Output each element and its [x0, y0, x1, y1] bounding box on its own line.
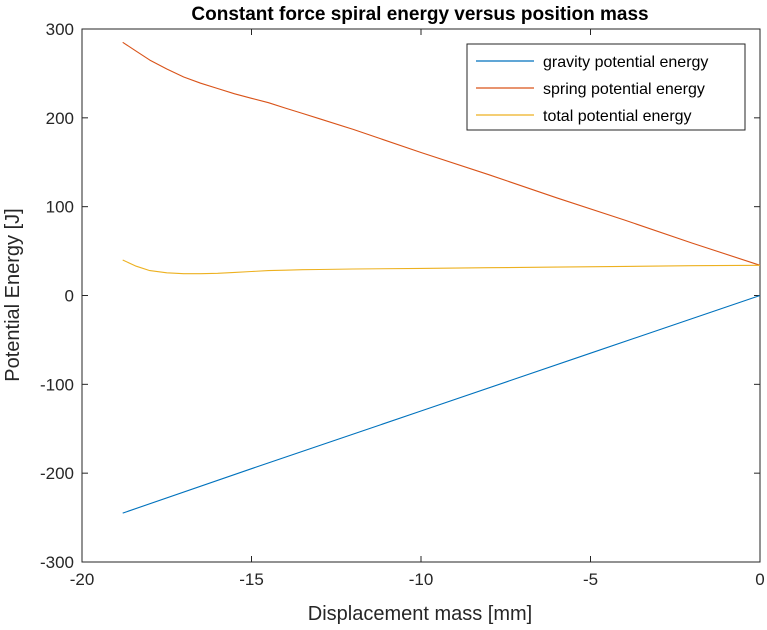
y-tick-label: -300 — [40, 553, 74, 572]
y-tick-label: 300 — [46, 20, 74, 39]
chart-title: Constant force spiral energy versus posi… — [191, 4, 648, 25]
series-line-3 — [122, 259, 761, 275]
series-line-1 — [122, 294, 761, 514]
x-tick-label: -10 — [409, 570, 434, 589]
x-axis-label: Displacement mass [mm] — [308, 603, 533, 625]
legend-label-3: total potential energy — [543, 108, 692, 125]
x-tick-label: -20 — [70, 570, 95, 589]
legend-label-2: spring potential energy — [543, 81, 705, 98]
y-tick-label: 0 — [65, 287, 74, 306]
legend-box — [466, 43, 746, 131]
y-tick-label: -200 — [40, 464, 74, 483]
y-tick-label: -100 — [40, 375, 74, 394]
x-tick-label: -5 — [583, 570, 598, 589]
legend: gravity potential energy spring potential… — [466, 43, 746, 131]
y-axis-label: Potential Energy [J] — [2, 208, 24, 381]
y-tick-label: 100 — [46, 198, 74, 217]
legend-label-1: gravity potential energy — [543, 54, 708, 71]
series-lines — [122, 41, 761, 514]
y-tick-label: 200 — [46, 109, 74, 128]
series-line-2 — [122, 41, 761, 266]
x-tick-label: 0 — [755, 570, 764, 589]
x-tick-label: -15 — [239, 570, 264, 589]
